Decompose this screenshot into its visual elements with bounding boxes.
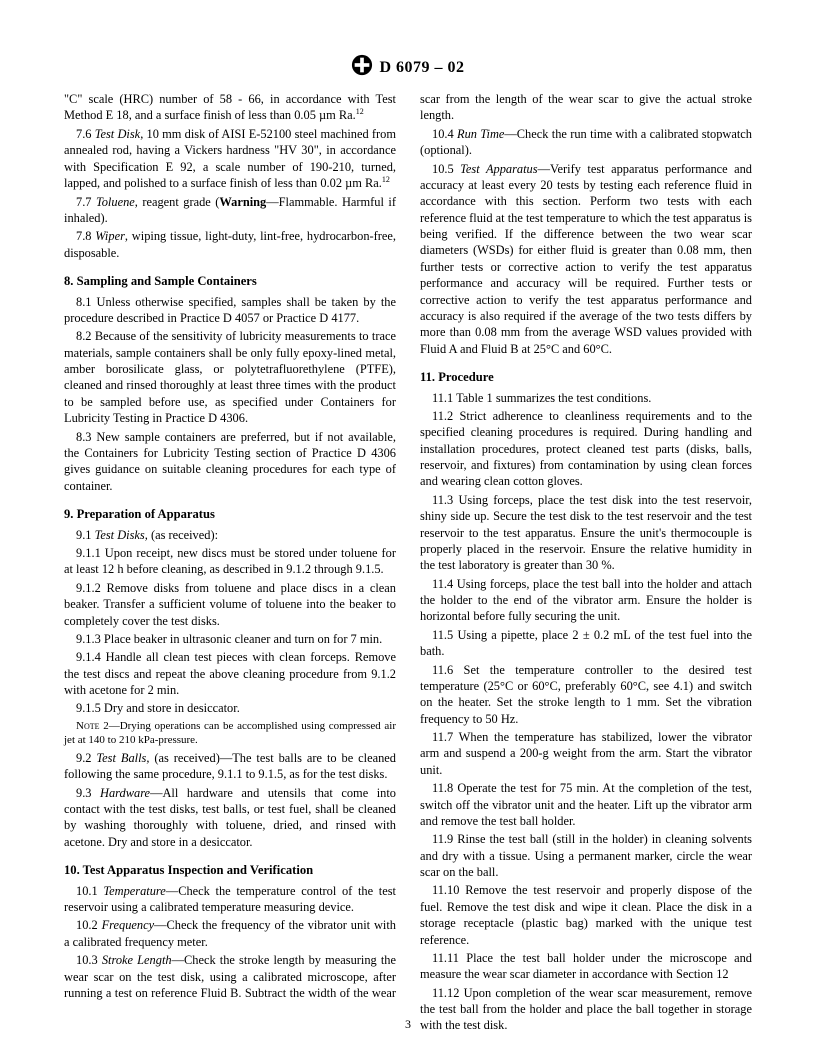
heading-11: 11. Procedure <box>420 369 752 386</box>
num: 7.8 <box>76 229 95 243</box>
para-11-7: 11.7 When the temperature has stabilized… <box>420 729 752 778</box>
para-11-2: 11.2 Strict adherence to cleanliness req… <box>420 408 752 490</box>
num: 10.1 <box>76 884 103 898</box>
num: 9.2 <box>76 751 96 765</box>
para-11-1: 11.1 Table 1 summarizes the test conditi… <box>420 390 752 406</box>
para-11-11: 11.11 Place the test ball holder under t… <box>420 950 752 983</box>
para-7-5-cont: "C" scale (HRC) number of 58 - 66, in ac… <box>64 91 396 124</box>
num: 10.2 <box>76 918 102 932</box>
term: Frequency <box>102 918 155 932</box>
text: —Verify test apparatus performance and a… <box>420 162 752 356</box>
page: D 6079 – 02 "C" scale (HRC) number of 58… <box>0 0 816 1056</box>
term: Test Balls, <box>96 751 149 765</box>
para-9-1-2: 9.1.2 Remove disks from toluene and plac… <box>64 580 396 629</box>
astm-logo <box>351 54 373 76</box>
para-11-6: 11.6 Set the temperature controller to t… <box>420 662 752 728</box>
term: Wiper <box>95 229 125 243</box>
term: Run Time <box>457 127 504 141</box>
page-number: 3 <box>0 1017 816 1032</box>
num: 10.4 <box>432 127 457 141</box>
para-9-1-5: 9.1.5 Dry and store in desiccator. <box>64 700 396 716</box>
para-11-9: 11.9 Rinse the test ball (still in the h… <box>420 831 752 880</box>
body-columns: "C" scale (HRC) number of 58 - 66, in ac… <box>64 91 752 1034</box>
term: Test Disks, <box>95 528 148 542</box>
para-11-10: 11.10 Remove the test reservoir and prop… <box>420 882 752 948</box>
para-10-4: 10.4 Run Time—Check the run time with a … <box>420 126 752 159</box>
para-7-7: 7.7 Toluene, reagent grade (Warning—Flam… <box>64 194 396 227</box>
para-8-2: 8.2 Because of the sensitivity of lubric… <box>64 328 396 426</box>
term: Stroke Length <box>102 953 172 967</box>
para-10-1: 10.1 Temperature—Check the temperature c… <box>64 883 396 916</box>
num: 7.6 <box>76 127 95 141</box>
note-label: Note <box>76 720 100 732</box>
text: , reagent grade ( <box>135 195 220 209</box>
heading-9: 9. Preparation of Apparatus <box>64 506 396 523</box>
term: Toluene <box>96 195 135 209</box>
para-9-1-4: 9.1.4 Handle all clean test pieces with … <box>64 649 396 698</box>
num: 9.3 <box>76 786 100 800</box>
para-9-1-3: 9.1.3 Place beaker in ultrasonic cleaner… <box>64 631 396 647</box>
para-10-5: 10.5 Test Apparatus—Verify test apparatu… <box>420 161 752 358</box>
para-11-4: 11.4 Using forceps, place the test ball … <box>420 576 752 625</box>
note-2: Note 2—Drying operations can be accompli… <box>64 719 396 748</box>
para-9-1-1: 9.1.1 Upon receipt, new discs must be st… <box>64 545 396 578</box>
para-7-6: 7.6 Test Disk, 10 mm disk of AISI E-5210… <box>64 126 396 192</box>
para-9-2: 9.2 Test Balls, (as received)—The test b… <box>64 750 396 783</box>
heading-8: 8. Sampling and Sample Containers <box>64 273 396 290</box>
para-10-2: 10.2 Frequency—Check the frequency of th… <box>64 917 396 950</box>
term: Test Disk <box>95 127 140 141</box>
warning-label: Warning <box>219 195 266 209</box>
text: "C" scale (HRC) number of 58 - 66, in ac… <box>64 92 396 123</box>
num: 10.5 <box>432 162 460 176</box>
para-9-1: 9.1 Test Disks, (as received): <box>64 527 396 543</box>
footnote-ref: 12 <box>382 175 390 184</box>
page-header: D 6079 – 02 <box>64 54 752 77</box>
para-8-1: 8.1 Unless otherwise specified, samples … <box>64 294 396 327</box>
note-text: 2—Drying operations can be accomplished … <box>64 720 396 747</box>
text: (as received): <box>148 528 218 542</box>
term: Temperature <box>103 884 165 898</box>
heading-10: 10. Test Apparatus Inspection and Verifi… <box>64 862 396 879</box>
para-7-8: 7.8 Wiper, wiping tissue, light-duty, li… <box>64 228 396 261</box>
para-9-3: 9.3 Hardware—All hardware and utensils t… <box>64 785 396 851</box>
para-8-3: 8.3 New sample containers are preferred,… <box>64 429 396 495</box>
designation: D 6079 – 02 <box>379 59 464 76</box>
term: Test Apparatus <box>460 162 537 176</box>
num: 9.1 <box>76 528 95 542</box>
footnote-ref: 12 <box>356 107 364 116</box>
num: 10.3 <box>76 953 102 967</box>
num: 7.7 <box>76 195 96 209</box>
para-11-3: 11.3 Using forceps, place the test disk … <box>420 492 752 574</box>
term: Hardware <box>100 786 150 800</box>
para-11-5: 11.5 Using a pipette, place 2 ± 0.2 mL o… <box>420 627 752 660</box>
para-11-8: 11.8 Operate the test for 75 min. At the… <box>420 780 752 829</box>
